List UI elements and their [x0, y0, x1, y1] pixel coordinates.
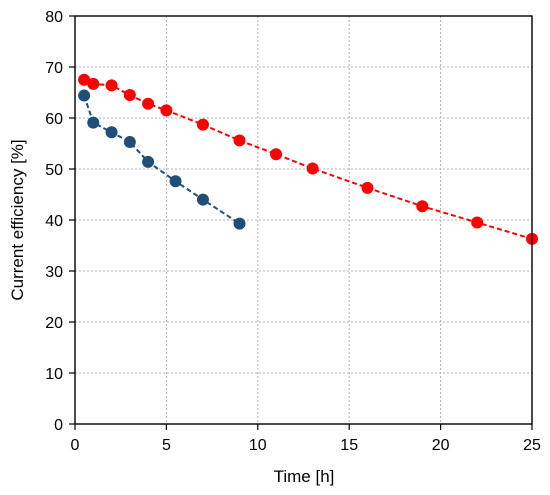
series-2-point — [87, 116, 100, 129]
grid-lines — [75, 16, 532, 424]
series-2-point — [142, 155, 155, 168]
y-axis-label: Current efficiency [%] — [8, 139, 27, 300]
y-tick-label: 40 — [45, 213, 63, 230]
x-tick-label: 10 — [249, 437, 267, 454]
series-1-point — [306, 162, 319, 175]
series-2-line — [83, 95, 241, 225]
y-tick-label: 20 — [45, 315, 63, 332]
series-1-point — [142, 97, 155, 110]
series-layer — [78, 73, 538, 245]
series-2-point — [123, 135, 136, 148]
series-2-point — [196, 193, 209, 206]
series-1-point — [270, 148, 283, 161]
series-2 — [78, 89, 246, 230]
series-1-point — [233, 134, 246, 147]
x-tick-label: 20 — [432, 437, 450, 454]
y-tick-label: 70 — [45, 60, 63, 77]
series-2-point — [105, 126, 118, 139]
series-1 — [78, 73, 538, 245]
series-1-point — [87, 77, 100, 90]
y-tick-label: 10 — [45, 366, 63, 383]
y-tick-label: 80 — [45, 9, 63, 26]
y-tick-label: 0 — [54, 417, 63, 434]
series-1-line — [83, 78, 533, 240]
y-tick-label: 50 — [45, 162, 63, 179]
y-tick-label: 30 — [45, 264, 63, 281]
x-axis-label: Time [h] — [274, 467, 335, 486]
series-1-point — [78, 73, 91, 86]
series-1-point — [105, 79, 118, 92]
series-2-point — [78, 89, 91, 102]
series-1-point — [416, 200, 429, 213]
axis-ticks — [69, 15, 533, 430]
tick-labels: 0 5 10 15 20 25 0 10 20 30 40 50 60 70 80 — [45, 9, 541, 454]
series-1-point — [361, 181, 374, 194]
x-tick-label: 25 — [523, 437, 541, 454]
series-2-point — [233, 217, 246, 230]
series-2-point — [169, 175, 182, 188]
x-tick-label: 15 — [340, 437, 358, 454]
series-1-point — [196, 118, 209, 131]
series-1-point — [123, 89, 136, 102]
x-tick-label: 0 — [71, 437, 80, 454]
series-1-point — [160, 104, 173, 117]
y-tick-label: 60 — [45, 111, 63, 128]
series-1-point — [471, 216, 484, 229]
x-tick-label: 5 — [162, 437, 171, 454]
